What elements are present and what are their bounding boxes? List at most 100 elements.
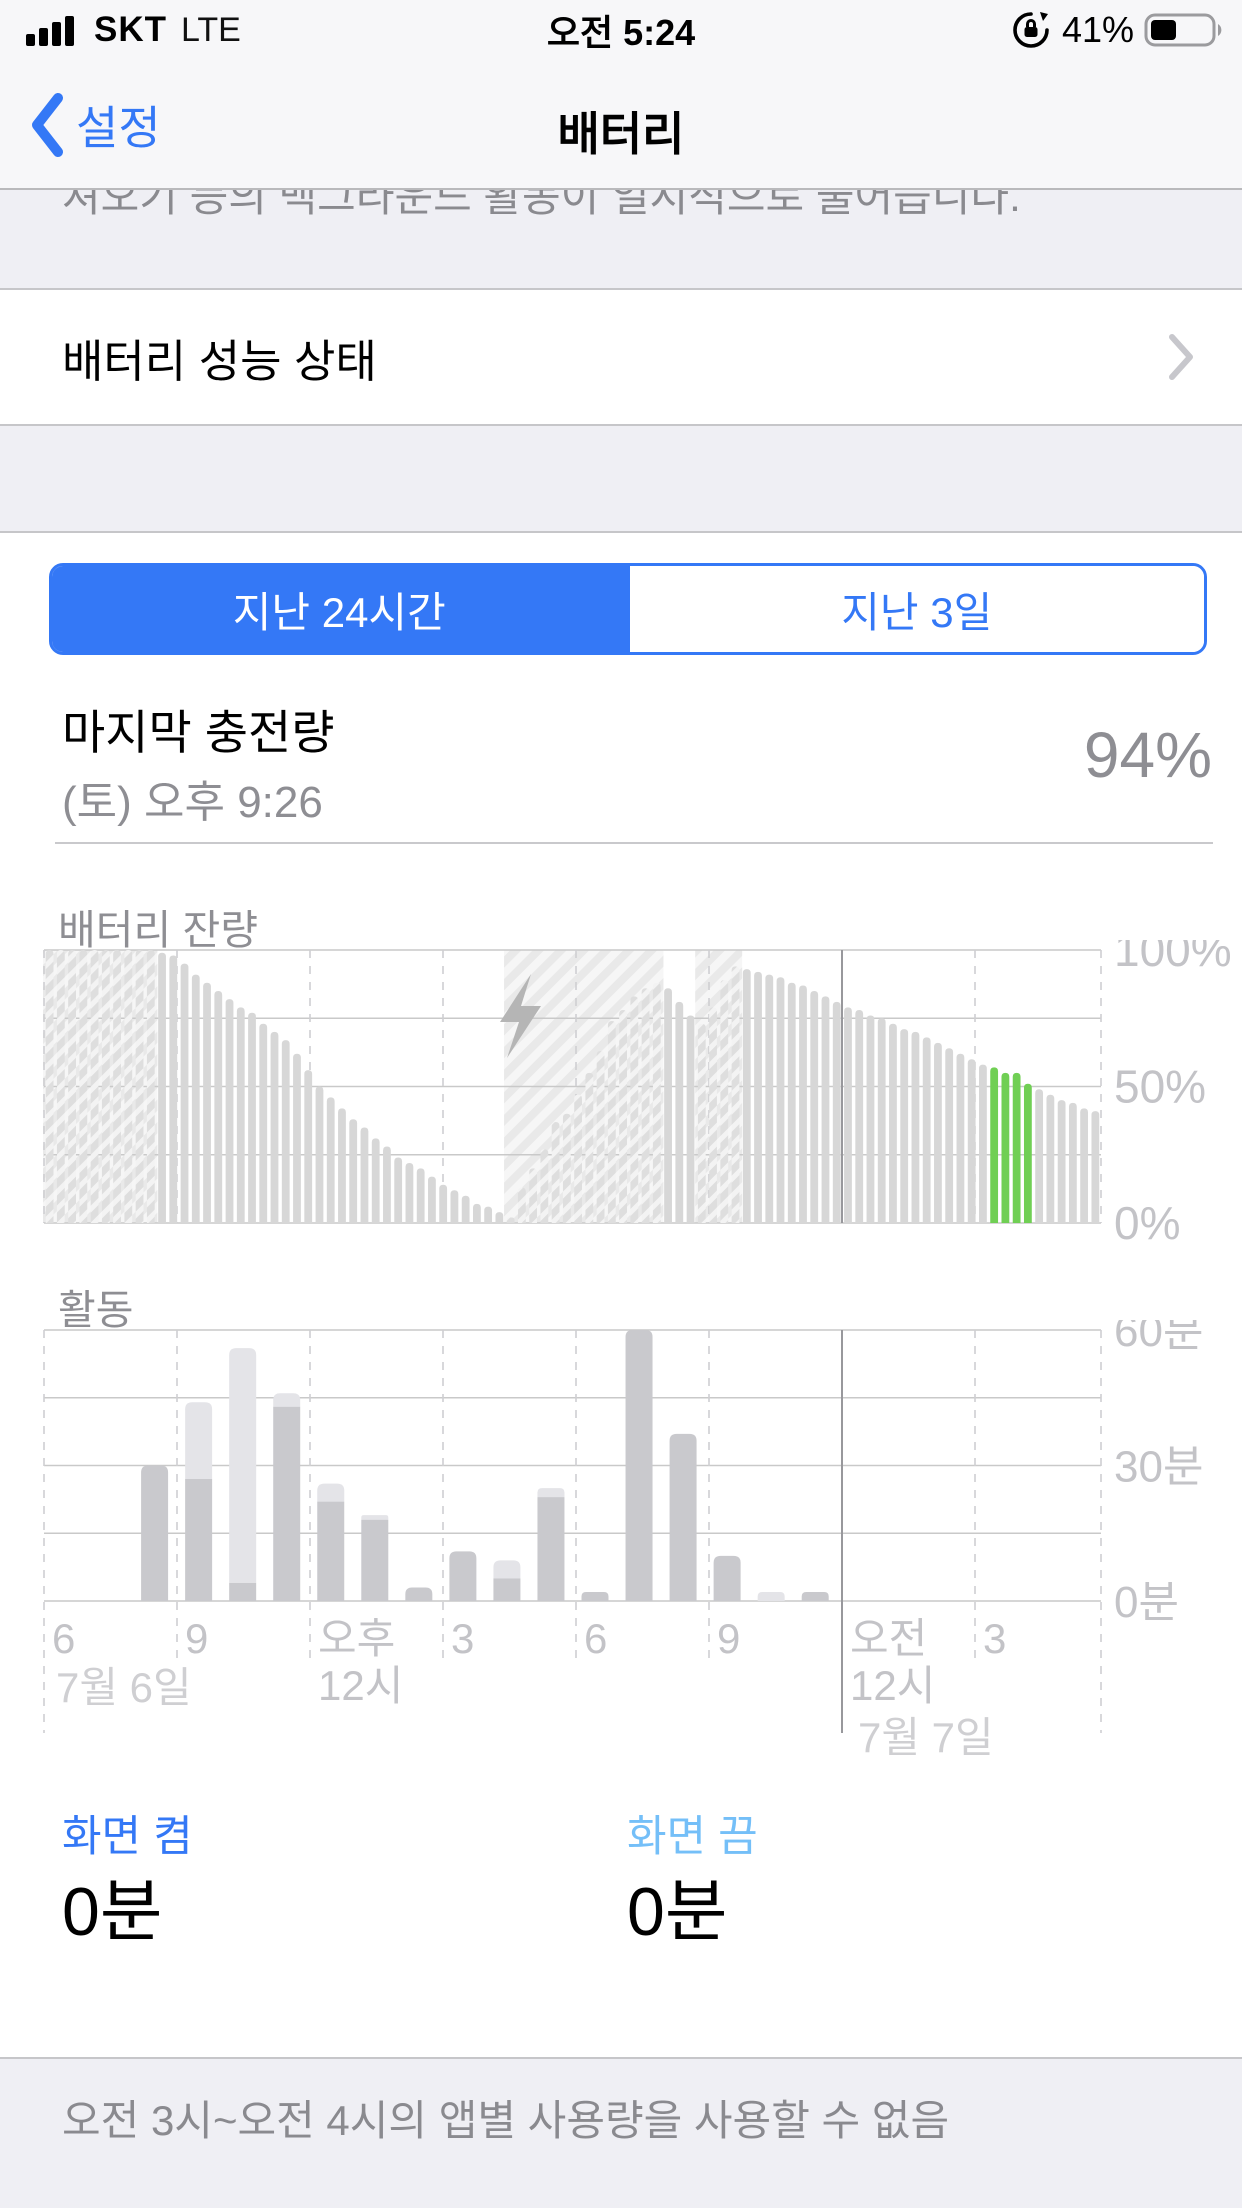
battery-bar xyxy=(349,1119,358,1223)
battery-bar xyxy=(934,1042,942,1223)
activity-bar-screen-off xyxy=(185,1402,213,1480)
footer-note-text: 오전 3시~오전 4시의 앱별 사용량을 사용할 수 없음 xyxy=(62,2097,950,2144)
battery-bar xyxy=(484,1206,493,1223)
activity-bar-screen-off xyxy=(273,1393,301,1407)
battery-health-label: 배터리 성능 상태 xyxy=(62,335,377,387)
battery-bar xyxy=(720,980,729,1223)
battery-chart-title: 배터리 잔량 xyxy=(58,907,258,953)
battery-bar xyxy=(405,1162,414,1223)
battery-bar xyxy=(517,1187,526,1223)
battery-bar xyxy=(652,982,661,1223)
battery-bar xyxy=(945,1048,954,1223)
activity-bar-screen-off xyxy=(757,1591,785,1601)
last-charge-label: 마지막 충전량 xyxy=(62,706,335,759)
battery-bar xyxy=(450,1190,459,1223)
divider xyxy=(55,842,1213,844)
battery-health-row[interactable]: 배터리 성능 상태 xyxy=(0,290,1242,424)
battery-bar xyxy=(169,955,178,1223)
y-label-0min: 0분 xyxy=(1114,1578,1179,1627)
screen-on-label: 화면 켬 xyxy=(62,1813,193,1861)
battery-percent-label: 41% xyxy=(1061,9,1134,50)
battery-bar xyxy=(911,1031,920,1223)
screen-off-value: 0분 xyxy=(627,1874,728,1950)
page-title: 배터리 xyxy=(557,108,685,160)
x-tick-label-line2: 12시 xyxy=(850,1662,935,1709)
clipped-footnote-band: 져오기 등의 백그라운드 활동이 일시적으로 줄어듭니다. xyxy=(0,190,1242,288)
battery-bar xyxy=(787,982,796,1223)
battery-level-chart[interactable]: 100% 50% 0% xyxy=(0,940,1242,1255)
activity-bar-screen-on xyxy=(317,1501,345,1601)
footer-note-section: 오전 3시~오전 4시의 앱별 사용량을 사용할 수 없음 xyxy=(0,2057,1242,2208)
x-tick-label: 3 xyxy=(983,1615,1006,1662)
battery-bar xyxy=(1068,1102,1077,1223)
last-charge-time: (토) 오후 9:26 xyxy=(62,778,323,827)
divider xyxy=(0,424,1242,426)
battery-bar xyxy=(1080,1108,1089,1223)
battery-bar xyxy=(315,1086,324,1223)
battery-bar xyxy=(607,1020,616,1223)
battery-bar xyxy=(248,1012,256,1223)
battery-bar xyxy=(889,1023,897,1223)
activity-bar-screen-on xyxy=(801,1591,829,1601)
activity-bar-screen-on xyxy=(449,1551,477,1601)
battery-bar xyxy=(45,950,54,1223)
battery-bar xyxy=(135,950,144,1223)
battery-bar xyxy=(360,1127,369,1223)
activity-bar-screen-on xyxy=(537,1497,565,1601)
status-bar: SKT LTE 오전 5:24 41% xyxy=(0,0,1242,60)
activity-bar-screen-off xyxy=(361,1515,389,1520)
y-label-100: 100% xyxy=(1114,940,1232,976)
back-button-label: 설정 xyxy=(76,102,161,154)
network-type-label: LTE xyxy=(181,10,241,49)
battery-bar xyxy=(630,996,639,1223)
battery-bar xyxy=(1091,1111,1100,1223)
battery-bar xyxy=(810,990,819,1223)
battery-bar xyxy=(754,971,762,1223)
battery-bar xyxy=(383,1146,391,1223)
battery-bar xyxy=(855,1010,864,1223)
battery-bar xyxy=(428,1176,436,1223)
battery-bar-selected xyxy=(1012,1072,1021,1223)
battery-bar xyxy=(304,1070,313,1223)
segment-last-24h[interactable]: 지난 24시간 xyxy=(52,566,627,652)
x-tick-label: 3 xyxy=(451,1615,474,1662)
battery-bar xyxy=(551,1121,560,1223)
battery-bar xyxy=(214,990,223,1223)
screen-off-label: 화면 끔 xyxy=(627,1813,758,1861)
battery-bar xyxy=(495,1212,504,1223)
orientation-lock-icon xyxy=(1010,9,1052,51)
y-label-0: 0% xyxy=(1114,1197,1180,1249)
x-tick-date-label: 7월 6일 xyxy=(56,1664,192,1711)
activity-bar-screen-on xyxy=(581,1591,609,1601)
battery-bar xyxy=(68,950,76,1223)
x-tick-date-label: 7월 7일 xyxy=(858,1714,994,1761)
back-button[interactable]: 설정 xyxy=(30,92,161,158)
battery-bar xyxy=(709,1007,717,1223)
activity-bar-screen-on xyxy=(229,1582,257,1601)
battery-bar-selected xyxy=(1023,1083,1032,1223)
battery-bar xyxy=(574,1094,582,1223)
nav-divider xyxy=(0,188,1242,190)
y-label-30min: 30분 xyxy=(1114,1443,1203,1492)
screen-on-value: 0분 xyxy=(62,1874,163,1950)
battery-bar xyxy=(529,1168,538,1223)
battery-bar xyxy=(799,985,807,1223)
battery-bar xyxy=(461,1195,470,1223)
battery-bar xyxy=(967,1059,976,1223)
x-tick-label: 6 xyxy=(52,1615,75,1662)
segment-last-3days[interactable]: 지난 3일 xyxy=(626,566,1204,652)
battery-bar xyxy=(281,1040,290,1223)
battery-bar xyxy=(338,1108,346,1223)
battery-bar xyxy=(371,1138,380,1223)
battery-bar xyxy=(101,950,110,1223)
battery-bar xyxy=(146,950,155,1223)
divider xyxy=(0,531,1242,533)
battery-bar xyxy=(259,1023,268,1223)
battery-bar xyxy=(506,1217,515,1223)
x-tick-label-line2: 12시 xyxy=(318,1662,403,1709)
battery-bar xyxy=(742,969,751,1223)
battery-bar xyxy=(922,1037,931,1223)
battery-bar xyxy=(697,1023,706,1223)
